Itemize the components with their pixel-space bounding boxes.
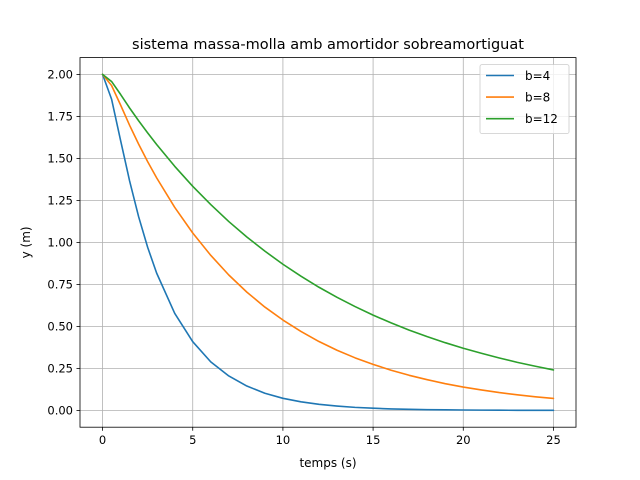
x-tick-label: 10 xyxy=(276,433,291,447)
legend-label: b=8 xyxy=(525,91,550,105)
x-tick-label: 5 xyxy=(189,433,196,447)
x-axis-label: temps (s) xyxy=(299,456,356,470)
y-tick-label: 1.00 xyxy=(47,235,73,249)
y-tick-label: 0.50 xyxy=(47,319,73,333)
y-tick-label: 2.00 xyxy=(47,67,73,81)
legend-box xyxy=(479,64,570,134)
series-line-b-8 xyxy=(101,73,555,400)
x-tick-label: 15 xyxy=(366,433,381,447)
y-tick-label: 0.25 xyxy=(47,361,73,375)
series-line-b-4 xyxy=(101,73,555,412)
y-tick-label: 1.25 xyxy=(47,193,73,207)
x-tick-label: 20 xyxy=(456,433,471,447)
series-layer xyxy=(101,73,555,412)
ticks: 0 5 10 15 20 25 0.00 0.25 0.50 0.75 1.00 1.25 1.50 1.… xyxy=(47,67,560,447)
x-tick-label: 25 xyxy=(546,433,561,447)
chart-title: sistema massa-molla amb amortidor sobrea… xyxy=(132,37,524,53)
legend: b=4 b=8 b=12 xyxy=(479,64,570,134)
y-tick-label: 0.00 xyxy=(47,403,73,417)
legend-label: b=4 xyxy=(525,69,550,83)
y-axis-label: y (m) xyxy=(19,226,33,258)
y-tick-label: 1.75 xyxy=(47,109,73,123)
y-tick-label: 0.75 xyxy=(47,277,73,291)
series-line-b-12 xyxy=(101,73,555,371)
y-tick-label: 1.50 xyxy=(47,151,73,165)
legend-label: b=12 xyxy=(525,112,558,126)
legend-entries: b=4 b=8 b=12 xyxy=(486,69,558,126)
x-tick-label: 0 xyxy=(99,433,106,447)
